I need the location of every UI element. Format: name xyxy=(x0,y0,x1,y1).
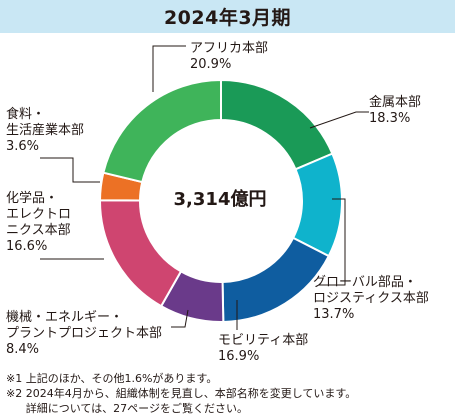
leader-line-0 xyxy=(309,111,369,129)
donut-slices xyxy=(98,78,343,323)
slice-label-0: 金属本部 18.3% xyxy=(369,94,421,126)
slice-label-5: 食料・生活産業本部 3.6% xyxy=(6,106,84,154)
slice-name-line: アフリカ本部 xyxy=(190,41,268,56)
slice-name-line: グローバル部品・ xyxy=(313,275,417,290)
slice-name-line: ニクス本部 xyxy=(6,223,71,238)
slice-label-4: 化学品・エレクトロニクス本部 16.6% xyxy=(6,190,71,254)
slice-value: 20.9% xyxy=(190,57,231,72)
slice-name-line: 化学品・ xyxy=(6,190,58,206)
footnotes: ※1 上記のほか、その他1.6%があります。 ※2 2024年4月から、組織体制… xyxy=(6,371,356,416)
chart-title: 2024年3月期 xyxy=(163,7,292,29)
leader-lines xyxy=(40,45,369,330)
slice-label-3: 機械・エネルギー・プラントプロジェクト本部 8.4% xyxy=(6,310,162,357)
slice-value: 18.3% xyxy=(369,111,410,126)
donut-slice-4 xyxy=(99,199,183,308)
slice-value: 16.6% xyxy=(6,239,47,254)
slice-name-line: モビリティ本部 xyxy=(218,333,308,348)
slice-labels: 金属本部 18.3%グローバル部品・ロジスティクス本部 13.7%モビリティ本部 16… xyxy=(6,41,429,364)
leader-line-3 xyxy=(171,309,189,328)
slice-label-6: アフリカ本部 20.9% xyxy=(190,41,268,72)
slice-value: 16.9% xyxy=(218,349,259,364)
footnote-1: ※1 上記のほか、その他1.6%があります。 xyxy=(6,372,218,385)
slice-value: 3.6% xyxy=(6,139,39,154)
donut-slice-6 xyxy=(102,78,222,184)
leader-line-1 xyxy=(319,198,346,286)
donut-chart: 金属本部 18.3%グローバル部品・ロジスティクス本部 13.7%モビリティ本部 16… xyxy=(6,41,429,364)
slice-value: 8.4% xyxy=(6,342,39,357)
footnote-2: ※2 2024年4月から、組織体制を見直し、本部名称を変更しています。 詳細につ… xyxy=(6,386,356,416)
slice-name-line: プラントプロジェクト本部 xyxy=(6,326,162,341)
slice-value: 13.7% xyxy=(313,307,354,322)
slice-name-line: 機械・エネルギー・ xyxy=(6,310,123,325)
slice-name-line: 金属本部 xyxy=(369,94,421,110)
slice-label-1: グローバル部品・ロジスティクス本部 13.7% xyxy=(313,275,429,322)
footnote-2-line-1: 2024年4月から、組織体制を見直し、本部名称を変更しています。 xyxy=(25,387,357,400)
slice-label-2: モビリティ本部 16.9% xyxy=(218,333,308,364)
leader-line-5 xyxy=(40,157,100,183)
footnote-2-prefix: ※2 xyxy=(6,387,26,400)
center-total-label: 3,314億円 xyxy=(174,188,267,210)
slice-name-line: 食料・ xyxy=(6,106,45,122)
slice-name-line: 生活産業本部 xyxy=(6,122,84,138)
footnote-2-line-2: 詳細については、27ページをご覧ください。 xyxy=(25,402,248,415)
donut-slice-0 xyxy=(220,78,334,171)
slice-name-line: エレクトロ xyxy=(6,207,71,222)
slice-name-line: ロジスティクス本部 xyxy=(313,291,429,306)
leader-line-6 xyxy=(152,45,186,92)
chart-header: 2024年3月期 xyxy=(0,0,455,33)
